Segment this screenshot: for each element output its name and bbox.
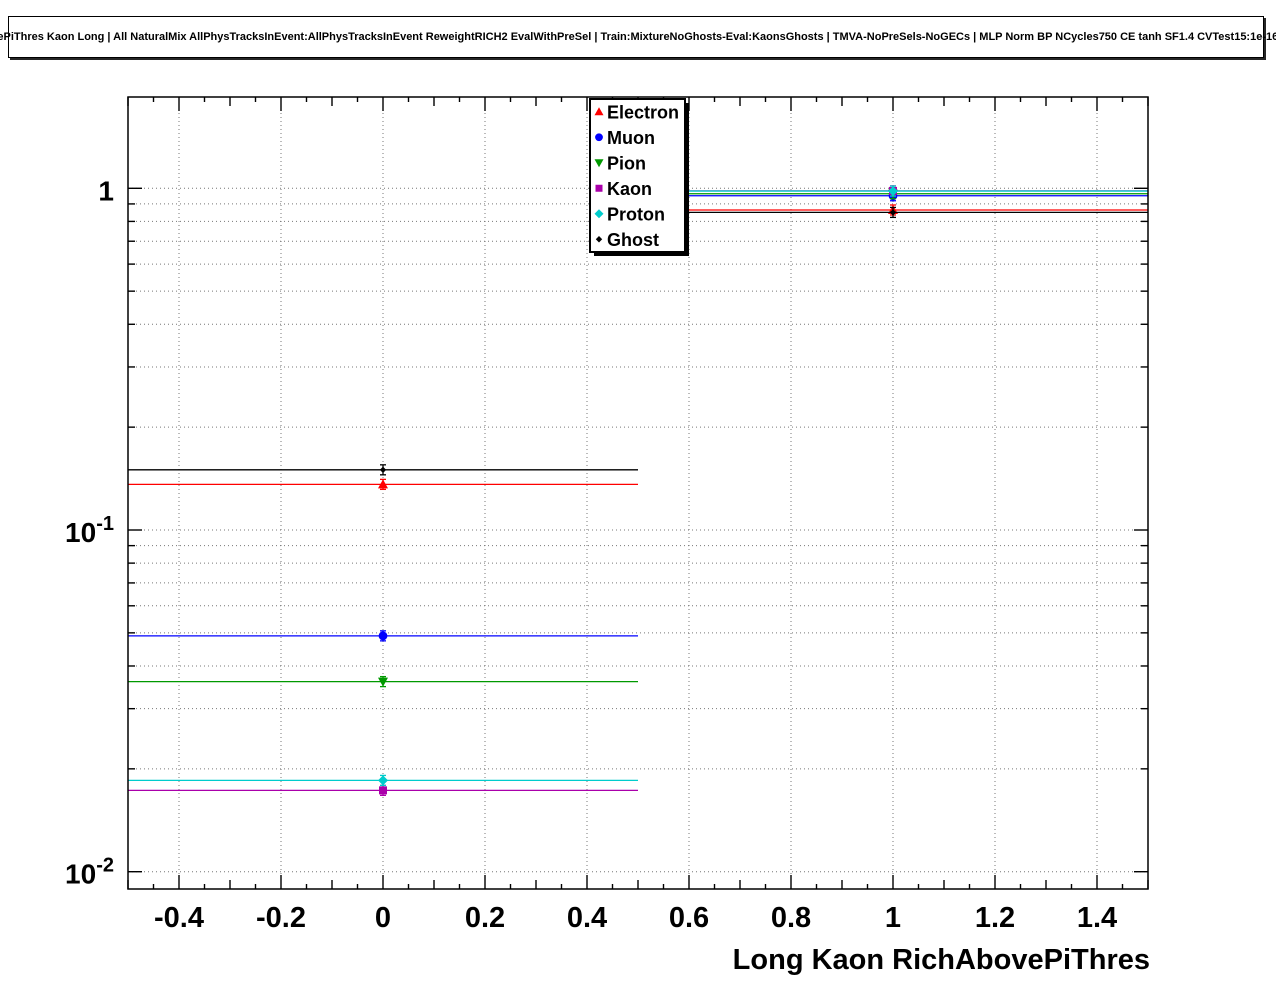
muon-marker bbox=[378, 631, 388, 641]
x-tick-label: 0.6 bbox=[669, 902, 709, 934]
legend-entry-muon: Muon bbox=[595, 128, 655, 148]
series-ghost bbox=[128, 206, 1148, 476]
legend-label: Ghost bbox=[607, 230, 659, 250]
y-tick-label: 10-2 bbox=[65, 855, 114, 890]
ghost-legend-marker-icon bbox=[595, 236, 603, 243]
y-tick-labels: 1 10-1 10-2 bbox=[65, 175, 114, 889]
ghost-marker bbox=[889, 209, 897, 216]
y-tick-label: 10-1 bbox=[65, 513, 114, 548]
series-electron bbox=[128, 204, 1148, 491]
legend-entry-proton: Proton bbox=[594, 204, 665, 224]
axis-ticks bbox=[127, 97, 1149, 889]
proton-marker bbox=[378, 775, 388, 786]
electron-marker bbox=[378, 479, 388, 489]
x-tick-label: 1 bbox=[885, 902, 901, 934]
proton-marker bbox=[888, 186, 898, 197]
ghost-marker bbox=[379, 466, 387, 474]
electron-legend-marker-icon bbox=[594, 107, 604, 116]
kaon-legend-marker-icon bbox=[595, 184, 603, 192]
legend-box bbox=[589, 98, 686, 253]
x-tick-label: -0.4 bbox=[154, 902, 204, 934]
x-tick-label: 1.2 bbox=[975, 902, 1015, 934]
x-axis-title: Long Kaon RichAbovePiThres bbox=[732, 944, 1150, 976]
plot-frame bbox=[127, 96, 1149, 890]
x-tick-labels: -0.4 -0.2 0 0.2 0.4 0.6 0.8 1 1.2 1.4 bbox=[154, 902, 1117, 934]
x-tick-label: 0.4 bbox=[567, 902, 607, 934]
plot-title: RichAbovePiThres Kaon Long | All Natural… bbox=[0, 31, 1276, 43]
legend-entry-electron: Electron bbox=[594, 102, 679, 122]
legend-entry-kaon: Kaon bbox=[595, 179, 652, 199]
plot-title-box: RichAbovePiThres Kaon Long | All Natural… bbox=[0, 16, 1276, 58]
x-tick-label: 0.2 bbox=[465, 902, 505, 934]
series-proton bbox=[128, 185, 1148, 787]
x-tick-label: -0.2 bbox=[256, 902, 306, 934]
legend-entry-pion: Pion bbox=[594, 153, 646, 173]
legend-label: Electron bbox=[607, 102, 679, 122]
proton-legend-marker-icon bbox=[594, 209, 604, 219]
x-tick-label: 0.8 bbox=[771, 902, 811, 934]
legend-label: Proton bbox=[607, 204, 665, 224]
y-tick-label: 1 bbox=[98, 175, 114, 206]
pion-legend-marker-icon bbox=[594, 159, 604, 168]
series-group bbox=[128, 185, 1148, 797]
legend-label: Pion bbox=[607, 153, 646, 173]
muon-legend-marker-icon bbox=[595, 133, 603, 142]
legend-entry-ghost: Ghost bbox=[595, 230, 659, 250]
legend: Electron Muon Pion Kaon Proton Ghost bbox=[589, 98, 689, 256]
x-tick-label: 1.4 bbox=[1077, 902, 1117, 934]
legend-label: Kaon bbox=[607, 179, 652, 199]
pion-marker bbox=[378, 677, 388, 687]
x-tick-label: 0 bbox=[375, 902, 391, 934]
legend-label: Muon bbox=[607, 128, 655, 148]
kaon-marker bbox=[379, 786, 387, 795]
